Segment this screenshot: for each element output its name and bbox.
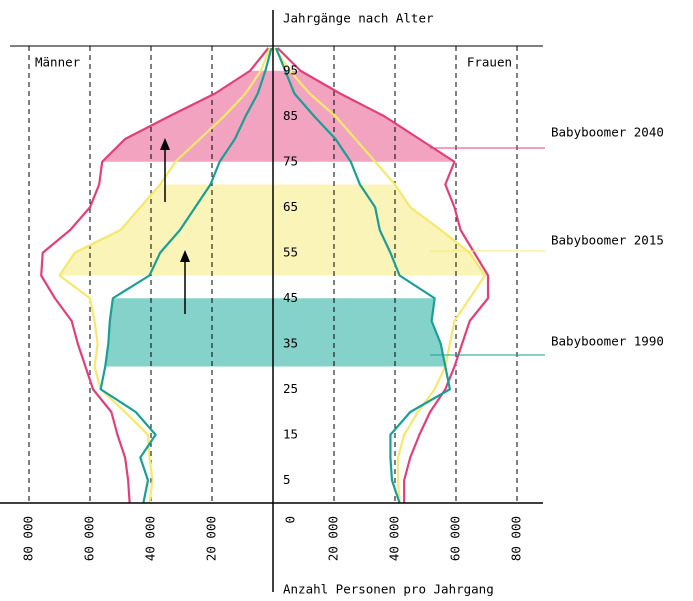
x-axis-label: Anzahl Personen pro Jahrgang bbox=[283, 582, 494, 597]
band-label: Babyboomer 2015 bbox=[551, 233, 664, 248]
population-line bbox=[40, 47, 270, 504]
y-tick-label: 75 bbox=[283, 153, 298, 168]
population-line bbox=[276, 47, 490, 503]
annotations: Babyboomer 2040 Babyboomer 2015 Babyboom… bbox=[430, 125, 664, 356]
band-label: Babyboomer 1990 bbox=[551, 334, 664, 349]
population-line bbox=[273, 47, 487, 504]
population-line bbox=[275, 47, 451, 504]
x-tick-label: 80 000 bbox=[509, 516, 524, 561]
x-tick-label: 60 000 bbox=[82, 516, 97, 561]
arrows bbox=[160, 138, 190, 314]
y-tick-label: 45 bbox=[283, 290, 298, 305]
band bbox=[105, 298, 446, 367]
x-tick-label: 20 000 bbox=[326, 516, 341, 561]
y-tick-label: 95 bbox=[283, 62, 298, 77]
y-tick-label: 65 bbox=[283, 199, 298, 214]
band bbox=[102, 70, 455, 162]
lines bbox=[40, 47, 490, 504]
x-tick-label: 0 bbox=[283, 516, 298, 524]
ticks: 80 000 60 000 40 000 20 000 0 20 000 40 000 60 … bbox=[21, 62, 524, 561]
population-line bbox=[99, 47, 273, 504]
y-axis-label: Jahrgänge nach Alter bbox=[283, 11, 434, 26]
left-label: Männer bbox=[35, 55, 81, 70]
x-tick-label: 60 000 bbox=[448, 516, 463, 561]
x-tick-label: 40 000 bbox=[143, 516, 158, 561]
right-label: Frauen bbox=[467, 55, 512, 70]
y-tick-label: 35 bbox=[283, 335, 298, 350]
x-tick-label: 80 000 bbox=[21, 516, 36, 561]
y-tick-label: 55 bbox=[283, 244, 298, 259]
y-tick-label: 15 bbox=[283, 426, 298, 441]
y-tick-label: 85 bbox=[283, 108, 298, 123]
y-tick-label: 5 bbox=[283, 472, 291, 487]
x-tick-label: 40 000 bbox=[387, 516, 402, 561]
x-tick-label: 20 000 bbox=[204, 516, 219, 561]
band bbox=[59, 184, 485, 276]
bands bbox=[59, 70, 485, 367]
band-label: Babyboomer 2040 bbox=[551, 125, 664, 140]
y-tick-label: 25 bbox=[283, 381, 298, 396]
population-line bbox=[58, 47, 271, 504]
